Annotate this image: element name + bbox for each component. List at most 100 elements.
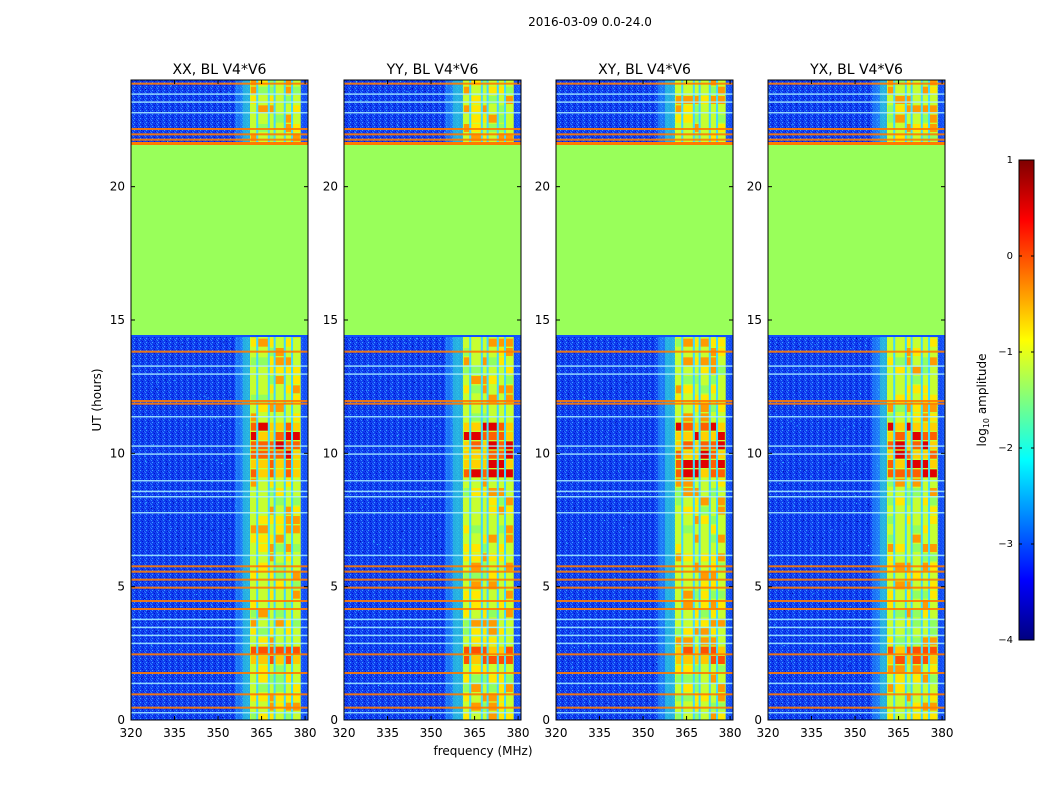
rfi-streak	[768, 682, 945, 685]
colorbar-gradient	[1018, 159, 1035, 641]
x-tick-label: 365	[675, 726, 698, 740]
panel-2: YY, BL V4*V6 320 335 350 365 380 0 5 10 15 20 frequ…	[323, 62, 533, 758]
flagged-region	[131, 144, 308, 336]
rfi-streak	[131, 618, 308, 621]
rfi-streak	[344, 365, 521, 367]
y-tick-label: 15	[110, 313, 125, 327]
panel-1: XX, BL V4*V6 320 335 350 365 380 0 5 10 15 20 UT (h…	[90, 62, 317, 740]
rfi-streak	[131, 93, 308, 95]
flagged-region	[768, 144, 945, 336]
rfi-streak	[344, 642, 521, 645]
rfi-streak	[768, 496, 945, 498]
y-tick-label: 5	[117, 580, 125, 594]
rfi-streak	[556, 480, 733, 482]
rfi-streak	[344, 128, 521, 130]
y-tick-label: 0	[754, 713, 762, 727]
rfi-streak	[344, 554, 521, 557]
rfi-streak	[131, 634, 308, 637]
y-tick-label: 10	[535, 446, 550, 460]
rfi-streak	[556, 416, 733, 418]
rfi-streak	[768, 445, 945, 447]
x-tick-label: 380	[931, 726, 954, 740]
rfi-streak	[131, 480, 308, 482]
y-tick-label: 0	[542, 713, 550, 727]
rfi-streak	[344, 570, 521, 573]
rfi-streak	[768, 112, 945, 114]
x-tick-label: 335	[163, 726, 186, 740]
rfi-streak	[131, 128, 308, 130]
axes-frame	[343, 79, 522, 721]
rfi-streak	[131, 490, 308, 493]
rfi-streak	[131, 706, 308, 709]
rfi-streak	[768, 565, 945, 568]
rfi-streak	[131, 496, 308, 498]
rfi-streak	[131, 672, 308, 674]
rfi-streak	[131, 133, 308, 136]
rfi-streak	[131, 642, 308, 645]
rfi-streak	[556, 400, 733, 402]
rfi-streak	[131, 112, 308, 114]
rfi-streak	[131, 565, 308, 568]
rfi-streak	[131, 453, 308, 455]
rfi-streak	[131, 570, 308, 573]
rfi-streak	[344, 496, 521, 498]
rfi-streak	[344, 93, 521, 95]
rfi-streak	[768, 693, 945, 696]
x-tick-label: 350	[420, 726, 443, 740]
rfi-streak	[131, 350, 308, 353]
rfi-streak	[768, 672, 945, 674]
rfi-streak	[131, 653, 308, 656]
rfi-streak	[768, 101, 945, 103]
rfi-streak	[131, 402, 308, 405]
rfi-streak	[344, 578, 521, 581]
rfi-streak	[131, 554, 308, 557]
rfi-streak	[768, 626, 945, 629]
rfi-streak	[344, 712, 521, 714]
rfi-streak	[556, 653, 733, 656]
x-tick-label: 350	[632, 726, 655, 740]
x-tick-label: 365	[887, 726, 910, 740]
colorbar-tick-label: −1	[998, 347, 1013, 358]
rfi-streak	[768, 365, 945, 367]
y-axis-label: UT (hours)	[90, 368, 104, 431]
rfi-streak	[131, 682, 308, 685]
y-tick-label: 20	[110, 180, 125, 194]
rfi-streak	[131, 608, 308, 610]
rfi-streak	[768, 634, 945, 637]
y-tick-label: 10	[747, 446, 762, 460]
x-tick-label: 335	[588, 726, 611, 740]
rfi-streak	[131, 693, 308, 696]
rfi-streak	[556, 453, 733, 455]
x-tick-label: 365	[463, 726, 486, 740]
rfi-streak	[556, 682, 733, 685]
rfi-streak	[556, 693, 733, 696]
panel-title: XY, BL V4*V6	[598, 62, 691, 78]
rfi-streak	[768, 138, 945, 141]
rfi-streak	[768, 82, 945, 85]
rfi-streak	[556, 672, 733, 674]
rfi-streak	[344, 600, 521, 602]
rfi-streak	[344, 416, 521, 418]
colorbar: 1 0 −1 −2 −3 −4 log10 amplitude	[975, 155, 1035, 646]
y-tick-label: 20	[747, 180, 762, 194]
rfi-streak	[556, 565, 733, 568]
panel-4: YX, BL V4*V6 320 335 350 365 380 0 5 10 15 20	[747, 62, 954, 740]
y-tick-label: 5	[330, 580, 338, 594]
rfi-streak	[556, 706, 733, 709]
rfi-streak	[344, 693, 521, 696]
rfi-streak	[344, 400, 521, 402]
panel-title: YY, BL V4*V6	[386, 62, 479, 78]
y-tick-label: 10	[323, 446, 338, 460]
rfi-streak	[556, 642, 733, 645]
rfi-streak	[344, 565, 521, 568]
rfi-streak	[556, 712, 733, 714]
rfi-streak	[556, 600, 733, 602]
heatmap-panels: XX, BL V4*V6 320 335 350 365 380 0 5 10 15 20 UT (h…	[90, 62, 954, 758]
rfi-streak	[556, 496, 733, 498]
x-tick-label: 320	[120, 726, 143, 740]
rfi-streak	[556, 133, 733, 136]
rfi-streak	[131, 626, 308, 629]
rfi-streak	[344, 512, 521, 514]
x-tick-label: 380	[294, 726, 317, 740]
colorbar-tick-label: −3	[998, 539, 1013, 550]
